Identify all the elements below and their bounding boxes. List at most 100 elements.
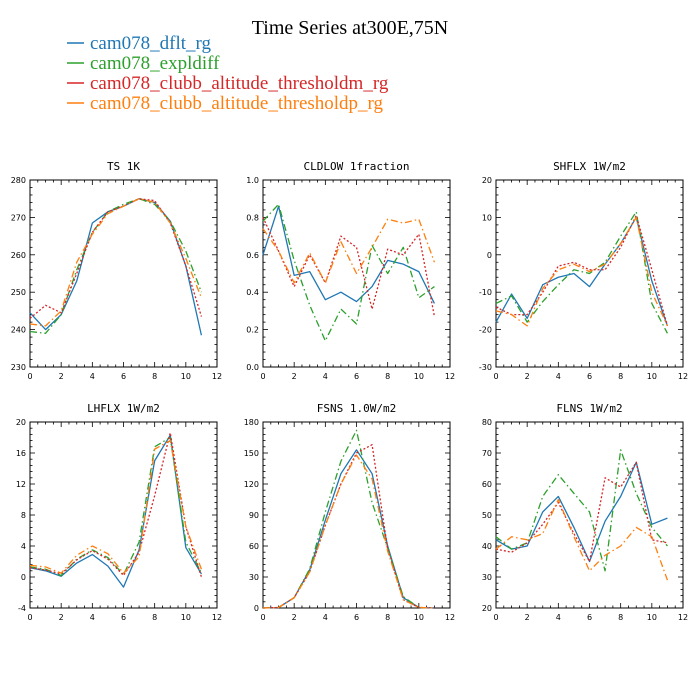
x-tick-label: 4 [90, 372, 95, 381]
series-line-cam078_dflt_rg [495, 461, 668, 563]
panel-6: FLNS 1W/m2 0 2 4 6 8 10 12 20 30 40 50 60 70 80 [482, 402, 688, 622]
y-tick-label: 40 [482, 542, 492, 551]
series-line-cam078_dflt_rg [29, 198, 203, 336]
plot-frame [29, 179, 218, 368]
x-tick-label: 10 [647, 372, 657, 381]
y-tick-label: 8 [21, 511, 26, 520]
series-line-cam078_expldiff [29, 198, 203, 334]
panel-title: SHFLX 1W/m2 [553, 160, 626, 173]
x-tick-label: 6 [121, 372, 126, 381]
y-tick-label: 150 [244, 449, 259, 458]
x-tick-label: 8 [152, 613, 157, 622]
legend-label: cam078_expldiff [90, 53, 220, 74]
x-tick-label: 0 [27, 372, 32, 381]
y-tick-label: 60 [249, 542, 259, 551]
x-tick-label: 2 [525, 613, 530, 622]
y-tick-label: 0.0 [246, 363, 259, 372]
x-tick-label: 8 [385, 613, 390, 622]
y-tick-label: 180 [244, 418, 259, 427]
y-tick-label: 60 [482, 480, 492, 489]
y-tick-label: 80 [482, 418, 492, 427]
legend-label: cam078_clubb_altitude_thresholdm_rg [90, 73, 389, 94]
x-tick-label: 0 [260, 372, 265, 381]
legend-entry: cam078_clubb_altitude_thresholdp_rg [67, 93, 384, 114]
x-tick-label: 10 [414, 372, 424, 381]
y-tick-label: 0.4 [246, 288, 259, 297]
x-tick-label: 10 [181, 372, 191, 381]
x-tick-label: 10 [414, 613, 424, 622]
y-tick-label: -10 [479, 288, 492, 297]
x-tick-label: 0 [27, 613, 32, 622]
x-tick-label: 12 [212, 613, 222, 622]
y-tick-label: 20 [16, 418, 26, 427]
x-tick-label: 4 [323, 613, 328, 622]
y-tick-label: -4 [18, 604, 26, 613]
series-line-cam078_dflt_rg [262, 449, 435, 609]
x-tick-label: 6 [587, 372, 592, 381]
y-tick-label: 0.2 [246, 326, 259, 335]
series-line-cam078_clubb_altitude_thresholdp_rg [29, 439, 203, 574]
series-line-cam078_clubb_altitude_thresholdp_rg [495, 498, 669, 581]
panel-2: CLDLOW 1fraction 0 2 4 6 8 10 12 0.0 0.2 0.4 0.6 0.8… [246, 160, 455, 381]
x-tick-label: 10 [647, 613, 657, 622]
y-tick-label: 1.0 [246, 176, 259, 185]
x-tick-label: 4 [323, 372, 328, 381]
y-tick-label: 270 [11, 213, 26, 222]
panel-title: CLDLOW 1fraction [304, 160, 410, 173]
series-line-cam078_dflt_rg [262, 205, 436, 304]
y-tick-label: -30 [479, 363, 492, 372]
x-tick-label: 10 [181, 613, 191, 622]
x-tick-label: 8 [618, 372, 623, 381]
x-tick-label: 6 [587, 613, 592, 622]
legend-entry: cam078_dflt_rg [67, 33, 212, 54]
y-tick-label: 10 [482, 213, 492, 222]
x-tick-label: 6 [121, 613, 126, 622]
y-tick-label: 20 [482, 604, 492, 613]
y-tick-label: 120 [244, 480, 259, 489]
x-tick-label: 4 [90, 613, 95, 622]
y-tick-label: 280 [11, 176, 26, 185]
x-tick-label: 2 [525, 372, 530, 381]
y-tick-label: 0.6 [246, 251, 259, 260]
figure-title: Time Series at300E,75N [252, 17, 448, 39]
series-line-cam078_expldiff [29, 436, 203, 577]
x-tick-label: 8 [152, 372, 157, 381]
series-line-cam078_clubb_altitude_thresholdm_rg [29, 198, 203, 319]
series-line-cam078_clubb_altitude_thresholdp_rg [262, 218, 436, 284]
x-tick-label: 12 [678, 613, 688, 622]
y-tick-label: 12 [16, 480, 26, 489]
panel-1: TS 1K 0 2 4 6 8 10 12 230 240 250 260 270 280 [11, 160, 222, 381]
y-tick-label: 90 [249, 511, 259, 520]
x-tick-label: 6 [354, 613, 359, 622]
y-tick-label: 20 [482, 176, 492, 185]
x-tick-label: 2 [292, 372, 297, 381]
y-tick-label: 0.8 [246, 213, 259, 222]
panel-title: TS 1K [107, 160, 140, 173]
y-tick-label: 4 [21, 542, 26, 551]
x-tick-label: 12 [445, 613, 455, 622]
series-line-cam078_clubb_altitude_thresholdm_rg [29, 432, 203, 578]
panel-title: FSNS 1.0W/m2 [317, 402, 396, 415]
x-tick-label: 6 [354, 372, 359, 381]
x-tick-label: 8 [385, 372, 390, 381]
x-tick-label: 2 [59, 613, 64, 622]
plot-frame [495, 421, 684, 609]
y-tick-label: -20 [479, 326, 492, 335]
x-tick-label: 4 [556, 613, 561, 622]
panel-title: FLNS 1W/m2 [556, 402, 622, 415]
panel-3: SHFLX 1W/m2 0 2 4 6 8 10 12 -30 -20 -10 0 10 20 [479, 160, 688, 381]
panel-title: LHFLX 1W/m2 [87, 402, 160, 415]
series-line-cam078_clubb_altitude_thresholdm_rg [495, 461, 668, 563]
plot-frame [29, 421, 218, 609]
x-tick-label: 12 [678, 372, 688, 381]
y-tick-label: 70 [482, 449, 492, 458]
series-line-cam078_clubb_altitude_thresholdp_rg [29, 198, 203, 327]
legend-entry: cam078_expldiff [67, 53, 220, 74]
legend-label: cam078_clubb_altitude_thresholdp_rg [90, 93, 384, 114]
series-line-cam078_clubb_altitude_thresholdp_rg [262, 454, 435, 609]
series-line-cam078_clubb_altitude_thresholdp_rg [495, 216, 669, 327]
y-tick-label: 30 [249, 573, 259, 582]
